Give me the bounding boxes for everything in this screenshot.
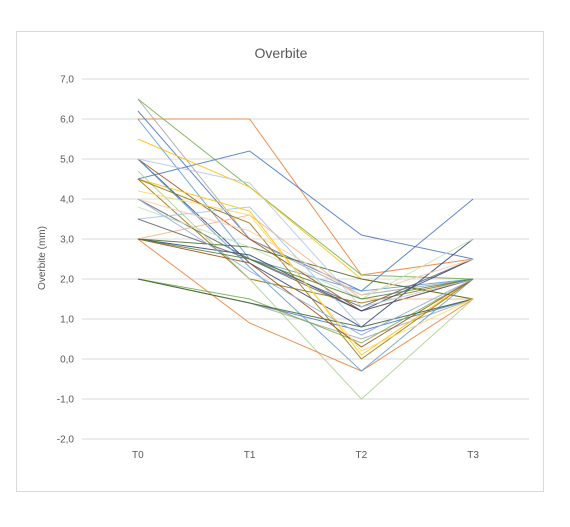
y-tick-label: 5,0 [60,155,74,166]
y-tick-label: -1,0 [57,395,75,406]
series-line [137,238,474,372]
x-tick-labels: T0 T1 T2 T3 [132,450,479,461]
chart-frame: Overbite Overbite (mm) -2,0 -1,0 0,0 1,0 2,0… [16,31,544,492]
x-tick-label: T1 [244,450,256,461]
y-tick-label: 3,0 [60,235,74,246]
x-tick-label: T3 [467,450,479,461]
y-tick-label: 7,0 [60,75,74,86]
y-axis-label: Overbite (mm) [37,226,48,290]
series-line [137,198,474,296]
x-tick-label: T2 [356,450,368,461]
series-line [137,110,474,292]
series-line [137,206,474,300]
y-tick-label: 2,0 [60,275,74,286]
series-line [137,278,474,344]
y-tick-label: 0,0 [60,355,74,366]
y-tick-label: -2,0 [57,435,75,446]
series-line [137,198,474,336]
y-tick-label: 4,0 [60,195,74,206]
y-tick-label: 1,0 [60,315,74,326]
y-tick-labels: -2,0 -1,0 0,0 1,0 2,0 3,0 4,0 5,0 6,0 7,0 [57,75,75,446]
series-lines [137,98,474,400]
series-line [137,98,474,280]
x-tick-label: T0 [132,450,144,461]
series-line [137,170,474,400]
y-tick-label: 6,0 [60,115,74,126]
series-line [137,238,474,300]
overbite-chart: Overbite Overbite (mm) -2,0 -1,0 0,0 1,0 2,0… [37,45,529,461]
series-line [137,278,474,328]
series-line [137,190,474,352]
series-line [137,150,474,260]
series-line [137,118,474,276]
series-line [137,158,474,308]
chart-title: Overbite [255,45,308,61]
series-line [137,198,474,312]
series-line [137,178,474,360]
